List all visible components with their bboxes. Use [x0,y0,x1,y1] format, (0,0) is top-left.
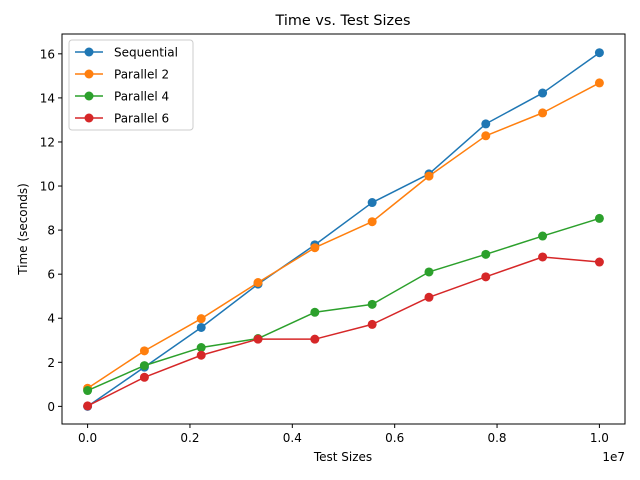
legend-item: Parallel 2 [75,68,169,82]
data-point [310,334,320,344]
data-point [424,171,434,181]
x-axis-ticks: 0.0 0.2 0.4 0.6 0.8 1.0 [78,424,609,445]
chart-title: Time vs. Test Sizes [275,13,411,29]
legend-item: Parallel 6 [75,112,169,126]
data-point [481,272,491,282]
x-tick-label: 0.6 [385,431,404,445]
data-point [83,386,93,396]
data-point [481,119,491,129]
y-tick-label: 8 [47,224,55,238]
data-point [538,231,548,241]
data-point [139,372,149,382]
data-point [367,319,377,329]
data-point [538,88,548,98]
x-tick-label: 1.0 [590,431,609,445]
data-point [594,213,604,223]
legend-marker [84,47,94,57]
x-axis-label: Test Sizes [313,450,372,464]
data-point [594,78,604,88]
data-point [481,131,491,141]
data-point [424,267,434,277]
data-point [594,257,604,267]
y-tick-label: 16 [40,47,55,61]
x-tick-label: 0.8 [487,431,506,445]
x-tick-label: 0.2 [180,431,199,445]
data-point [196,343,206,353]
data-point [538,108,548,118]
data-point [481,249,491,259]
y-tick-label: 14 [40,91,55,105]
series-line [87,217,600,392]
legend-label: Sequential [114,46,178,60]
y-tick-label: 6 [47,268,55,282]
legend-marker [84,113,94,123]
y-tick-label: 0 [47,400,55,414]
data-point [253,278,263,288]
x-tick-label: 0.0 [78,431,97,445]
legend-marker [84,91,94,101]
series-parallel-6 [83,252,604,411]
plot-frame [61,33,626,425]
legend: Sequential Parallel 2 Parallel 4 Parallel 6 [68,39,194,131]
data-point [139,361,149,371]
legend-label: Parallel 2 [114,68,169,82]
y-axis-label: Time (seconds) [16,183,30,276]
data-point [538,252,548,262]
data-point [367,299,377,309]
data-point [253,334,263,344]
y-tick-label: 12 [40,135,55,149]
data-point [196,314,206,324]
data-point [196,322,206,332]
series-line [87,52,600,407]
data-point [196,350,206,360]
data-point [367,198,377,208]
series-line [87,256,600,407]
data-point [310,307,320,317]
series-layer [83,48,604,411]
y-tick-label: 4 [47,312,55,326]
series-line [87,82,600,389]
y-tick-label: 2 [47,356,55,370]
y-tick-label: 10 [40,180,55,194]
legend-item: Parallel 4 [75,90,169,104]
data-point [424,292,434,302]
legend-item: Sequential [75,46,178,60]
data-point [83,401,93,411]
data-point [310,243,320,253]
data-point [594,48,604,58]
legend-marker [84,69,94,79]
data-point [367,217,377,227]
legend-label: Parallel 6 [114,112,169,126]
y-axis-ticks: 0 2 4 6 8 10 12 14 16 [40,47,62,414]
x-axis-offset-label: 1e7 [602,450,625,464]
data-point [139,346,149,356]
x-tick-label: 0.4 [283,431,302,445]
legend-box [68,39,194,131]
legend-label: Parallel 4 [114,90,169,104]
